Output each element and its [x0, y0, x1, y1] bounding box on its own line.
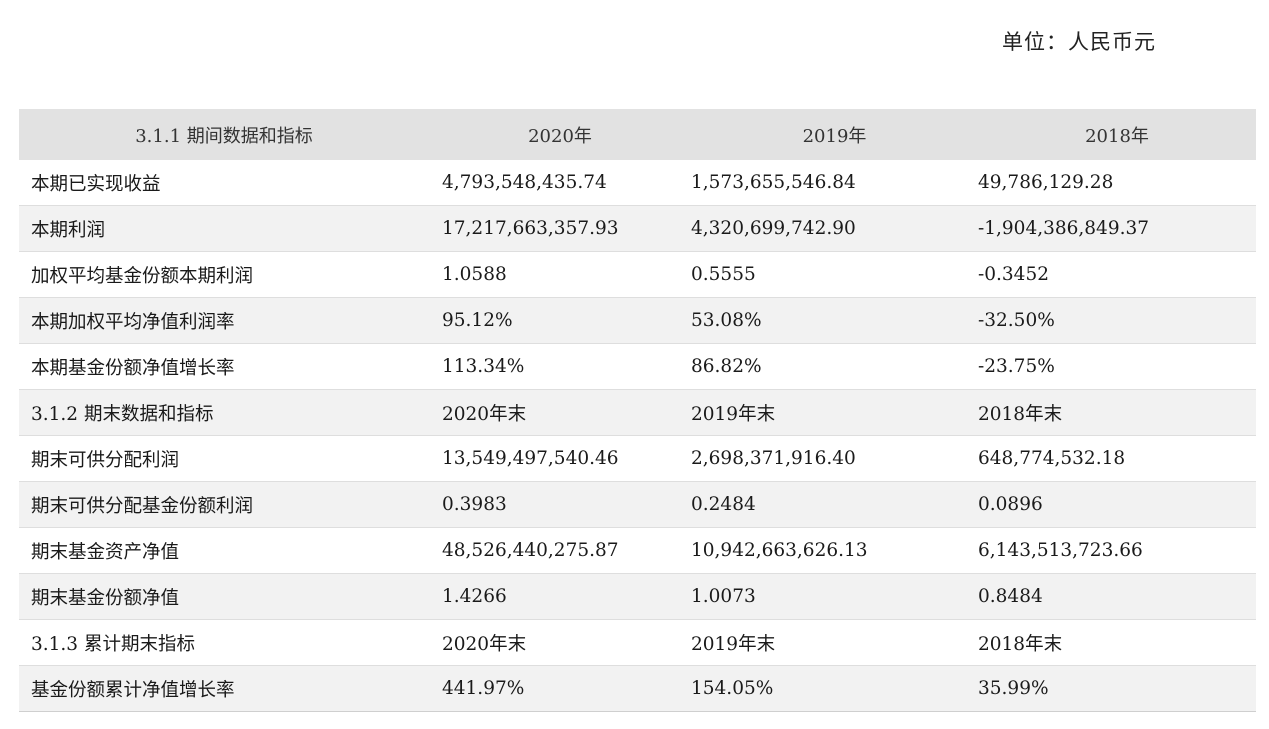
value-2019: 10,942,663,626.13 [691, 527, 978, 574]
table-row: 本期利润 17,217,663,357.93 4,320,699,742.90 -1,… [19, 205, 1256, 252]
value-2018: -23.75% [978, 343, 1256, 390]
value-2020: 1.4266 [429, 573, 691, 620]
row-label: 基金份额累计净值增长率 [19, 665, 429, 712]
value-2020: 48,526,440,275.87 [429, 527, 691, 574]
value-2019: 86.82% [691, 343, 978, 390]
table-row: 期末基金资产净值 48,526,440,275.87 10,942,663,626.… [19, 527, 1256, 574]
value-2020: 17,217,663,357.93 [429, 205, 691, 252]
currency-unit-label: 单位：人民币元 [1002, 30, 1156, 54]
value-2018: -0.3452 [978, 251, 1256, 298]
value-2018: 648,774,532.18 [978, 435, 1256, 482]
header-indicator: 3.1.1 期间数据和指标 [19, 109, 429, 160]
table-row: 期末基金份额净值 1.4266 1.0073 0.8484 [19, 573, 1256, 620]
row-label: 本期利润 [19, 205, 429, 252]
value-2019: 0.5555 [691, 251, 978, 298]
value-2019: 154.05% [691, 665, 978, 712]
value-2020: 441.97% [429, 665, 691, 712]
value-2018: 0.8484 [978, 573, 1256, 620]
value-2018: 49,786,129.28 [978, 160, 1256, 206]
table-body: 本期已实现收益 4,793,548,435.74 1,573,655,546.84 4… [19, 160, 1256, 712]
value-2019: 2019年末 [691, 389, 978, 436]
value-2018: 35.99% [978, 665, 1256, 712]
row-label: 期末可供分配基金份额利润 [19, 481, 429, 528]
header-row: 3.1.1 期间数据和指标 2020年 2019年 2018年 [19, 109, 1256, 160]
financial-indicators-table: 3.1.1 期间数据和指标 2020年 2019年 2018年 本期已实现收益 4… [19, 109, 1256, 712]
value-2020: 95.12% [429, 297, 691, 344]
value-2019: 2,698,371,916.40 [691, 435, 978, 482]
value-2020: 13,549,497,540.46 [429, 435, 691, 482]
value-2020: 2020年末 [429, 389, 691, 436]
value-2018: 2018年末 [978, 389, 1256, 436]
row-label: 本期基金份额净值增长率 [19, 343, 429, 390]
value-2018: -32.50% [978, 297, 1256, 344]
table-row: 本期基金份额净值增长率 113.34% 86.82% -23.75% [19, 343, 1256, 390]
row-label: 期末可供分配利润 [19, 435, 429, 482]
row-label: 期末基金份额净值 [19, 573, 429, 620]
value-2019: 1,573,655,546.84 [691, 160, 978, 206]
header-2020: 2020年 [429, 109, 691, 160]
row-label: 本期加权平均净值利润率 [19, 297, 429, 344]
value-2019: 4,320,699,742.90 [691, 205, 978, 252]
value-2020: 4,793,548,435.74 [429, 160, 691, 206]
table-row: 3.1.2 期末数据和指标 2020年末 2019年末 2018年末 [19, 389, 1256, 436]
value-2019: 53.08% [691, 297, 978, 344]
value-2018: 6,143,513,723.66 [978, 527, 1256, 574]
value-2018: 2018年末 [978, 619, 1256, 666]
table-row: 本期已实现收益 4,793,548,435.74 1,573,655,546.84 4… [19, 160, 1256, 206]
table-header: 3.1.1 期间数据和指标 2020年 2019年 2018年 [19, 109, 1256, 160]
table-row: 3.1.3 累计期末指标 2020年末 2019年末 2018年末 [19, 619, 1256, 666]
row-label: 3.1.3 累计期末指标 [19, 619, 429, 666]
value-2020: 113.34% [429, 343, 691, 390]
row-label: 本期已实现收益 [19, 160, 429, 206]
value-2018: 0.0896 [978, 481, 1256, 528]
value-2019: 2019年末 [691, 619, 978, 666]
value-2020: 0.3983 [429, 481, 691, 528]
table-row: 基金份额累计净值增长率 441.97% 154.05% 35.99% [19, 665, 1256, 712]
value-2020: 2020年末 [429, 619, 691, 666]
value-2019: 1.0073 [691, 573, 978, 620]
table-row: 加权平均基金份额本期利润 1.0588 0.5555 -0.3452 [19, 251, 1256, 298]
header-2018: 2018年 [978, 109, 1256, 160]
row-label: 加权平均基金份额本期利润 [19, 251, 429, 298]
value-2019: 0.2484 [691, 481, 978, 528]
table-row: 本期加权平均净值利润率 95.12% 53.08% -32.50% [19, 297, 1256, 344]
value-2018: -1,904,386,849.37 [978, 205, 1256, 252]
row-label: 期末基金资产净值 [19, 527, 429, 574]
table-row: 期末可供分配基金份额利润 0.3983 0.2484 0.0896 [19, 481, 1256, 528]
header-2019: 2019年 [691, 109, 978, 160]
row-label: 3.1.2 期末数据和指标 [19, 389, 429, 436]
value-2020: 1.0588 [429, 251, 691, 298]
table-row: 期末可供分配利润 13,549,497,540.46 2,698,371,916.4… [19, 435, 1256, 482]
